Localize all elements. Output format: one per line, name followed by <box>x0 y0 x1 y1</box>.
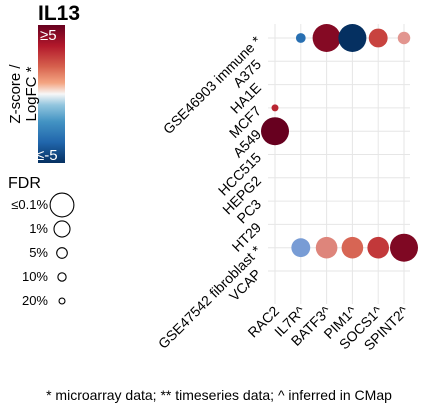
data-point <box>312 24 341 52</box>
data-point <box>261 117 289 146</box>
data-point <box>295 33 306 43</box>
colorbar: ≥5 ≤-5 Z-score / LogFC * <box>7 25 65 164</box>
size-legend-circle <box>49 192 75 218</box>
data-point <box>315 236 338 259</box>
size-legend: FDR ≤0.1% 1% 5% 10% 20% <box>8 175 75 308</box>
grid-lines <box>268 24 410 304</box>
size-legend-label: ≤0.1% <box>11 197 48 212</box>
size-legend-label: 1% <box>29 221 48 236</box>
data-point <box>390 233 418 262</box>
colorbar-label-line1: Z-score / <box>7 64 24 124</box>
size-legend-circle <box>58 297 66 305</box>
colorbar-min-label: ≤-5 <box>36 147 58 164</box>
data-point <box>291 238 311 258</box>
chart-title: IL13 <box>38 2 80 25</box>
size-legend-label: 20% <box>22 293 48 308</box>
size-legend-circle <box>56 247 68 259</box>
data-point <box>271 104 279 112</box>
caption: * microarray data; ** timeseries data; ^… <box>46 387 392 403</box>
size-legend-label: 10% <box>22 269 48 284</box>
data-point <box>397 31 411 45</box>
colorbar-max-label: ≥5 <box>40 27 57 44</box>
size-legend-circle <box>57 272 67 282</box>
data-points <box>261 24 418 262</box>
data-point <box>368 28 388 48</box>
data-point <box>341 236 364 259</box>
row-label: GSE47542 fibroblast * <box>155 242 265 352</box>
colorbar-gradient <box>38 25 65 163</box>
data-point <box>338 24 367 52</box>
size-legend-label: 5% <box>29 245 48 260</box>
size-legend-circle <box>53 220 71 238</box>
size-legend-title: FDR <box>8 175 41 192</box>
data-point <box>367 236 390 259</box>
colorbar-label-line2: LogFC * <box>23 66 40 121</box>
row-labels: GSE46903 immune *A375HA1EMCF7A549HCC515H… <box>155 32 265 351</box>
